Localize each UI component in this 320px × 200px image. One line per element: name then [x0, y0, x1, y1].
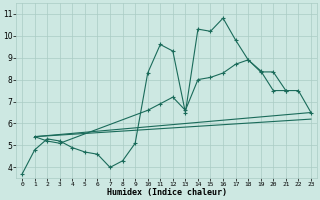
- X-axis label: Humidex (Indice chaleur): Humidex (Indice chaleur): [107, 188, 227, 197]
